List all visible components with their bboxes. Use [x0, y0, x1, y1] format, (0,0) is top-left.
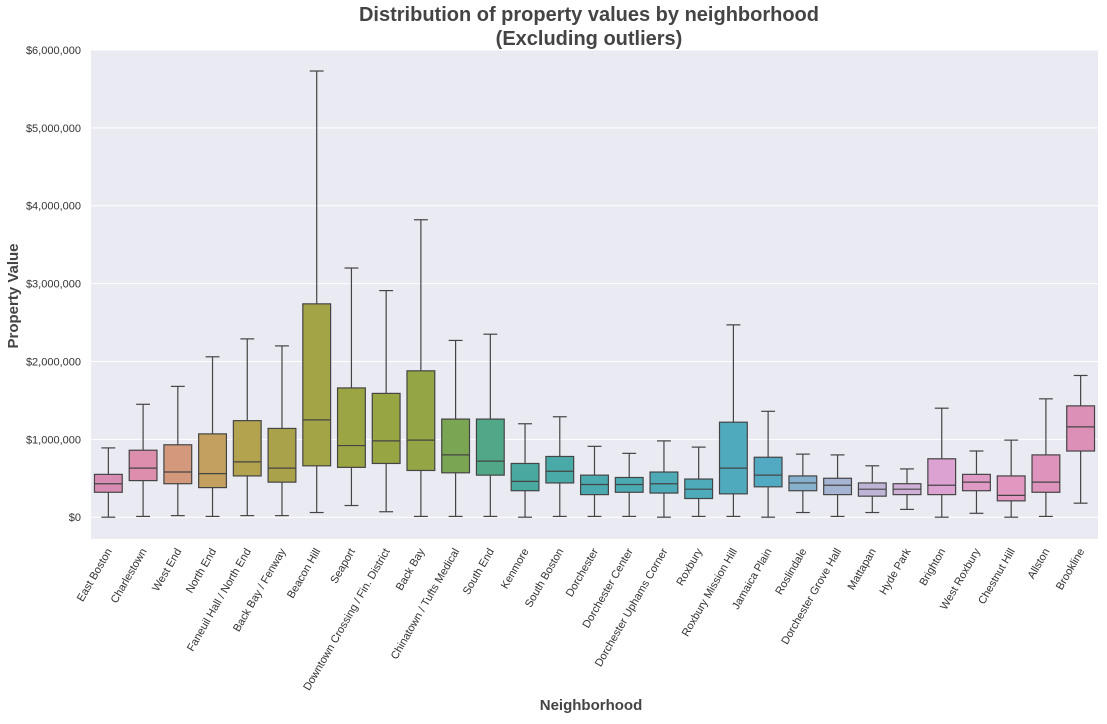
- box-south-end: [475, 333, 505, 518]
- y-tick-label: $6,000,000: [26, 45, 81, 57]
- box-jamaica-plain: [753, 410, 783, 518]
- x-tick-label: Kenmore: [499, 547, 532, 592]
- y-tick-label: $5,000,000: [26, 123, 81, 135]
- x-tick-label: East Boston: [75, 547, 115, 604]
- iqr-box: [996, 475, 1026, 502]
- x-tick-label: South End: [461, 547, 497, 597]
- iqr-box: [718, 421, 748, 495]
- x-tick-label: Chinatown / Tufts Medical: [389, 547, 462, 662]
- x-tick-label: Charlestown: [109, 547, 150, 606]
- box-back-bay-fenway: [267, 345, 297, 517]
- x-tick-label: Dorchester Uphams Corner: [593, 546, 671, 669]
- iqr-box: [545, 455, 575, 484]
- box-dorchester-center: [614, 452, 644, 518]
- box-brookline: [1066, 374, 1096, 504]
- box-dorchester-grove-hall: [823, 454, 853, 518]
- iqr-box: [441, 418, 471, 474]
- iqr-box: [198, 433, 228, 489]
- x-tick-label: Dorchester: [564, 546, 601, 599]
- box-roxbury-mission-hill: [718, 324, 748, 518]
- iqr-box: [267, 427, 297, 483]
- iqr-box: [128, 449, 158, 482]
- box-chinatown-tufts-medical: [441, 339, 471, 518]
- box-hyde-park: [892, 468, 922, 511]
- boxes: [93, 70, 1096, 518]
- y-tick-label: $0: [69, 512, 81, 524]
- box-dorchester-uphams-corner: [649, 440, 679, 518]
- box-back-bay: [406, 219, 436, 518]
- y-tick-label: $3,000,000: [26, 279, 81, 291]
- x-tick-label: North End: [184, 547, 219, 596]
- box-roslindale: [788, 453, 818, 514]
- iqr-box: [232, 420, 262, 477]
- x-tick-label: Back Bay: [394, 546, 428, 593]
- box-east-boston: [93, 447, 123, 518]
- iqr-box: [163, 444, 193, 485]
- x-tick-label: Dorchester Grove Hall: [779, 547, 844, 647]
- box-roxbury: [684, 446, 714, 518]
- x-tick-label: Roslindale: [773, 547, 809, 597]
- y-tick-label: $2,000,000: [26, 356, 81, 368]
- y-tick-label: $1,000,000: [26, 434, 81, 446]
- y-axis-label: Property Value: [5, 243, 22, 348]
- x-tick-label: Hyde Park: [878, 546, 914, 597]
- x-tick-label: Brookline: [1054, 547, 1087, 593]
- box-kenmore: [510, 423, 540, 518]
- x-tick-label: Beacon Hill: [285, 547, 323, 601]
- iqr-box: [1031, 454, 1061, 493]
- box-west-end: [163, 385, 193, 517]
- box-beacon-hill: [302, 70, 332, 514]
- iqr-box: [753, 456, 783, 488]
- chart-subtitle: (Excluding outliers): [496, 28, 683, 50]
- x-tick-label: Chestnut Hill: [976, 547, 1018, 607]
- iqr-box: [1066, 405, 1096, 452]
- x-axis-label: Neighborhood: [540, 697, 642, 714]
- x-tick-label: Brighton: [917, 547, 948, 588]
- iqr-box: [406, 370, 436, 472]
- iqr-box: [336, 387, 366, 468]
- x-tick-label: West End: [150, 547, 184, 594]
- box-south-boston: [545, 416, 575, 518]
- box-west-roxbury: [961, 450, 991, 514]
- x-tick-label: Faneuil Hall / North End: [185, 547, 254, 654]
- box-chestnut-hill: [996, 439, 1026, 518]
- x-tick-label: Roxbury: [674, 546, 705, 588]
- x-tick-label: Allston: [1026, 547, 1053, 582]
- iqr-box: [475, 418, 505, 476]
- y-tick-label: $4,000,000: [26, 201, 81, 213]
- chart-title: Distribution of property values by neigh…: [359, 4, 819, 26]
- box-seaport: [336, 267, 366, 507]
- box-charlestown: [128, 403, 158, 518]
- box-dorchester: [580, 445, 609, 518]
- iqr-box: [302, 303, 332, 467]
- box-mattapan: [857, 465, 887, 514]
- iqr-box: [510, 462, 540, 492]
- x-tick-label: Seaport: [328, 547, 358, 586]
- iqr-box: [371, 392, 401, 465]
- box-allston: [1031, 398, 1061, 518]
- y-axis-ticks: $0 $1,000,000 $2,000,000 $3,000,000 $4,000,0…: [26, 45, 81, 524]
- box-brighton: [927, 407, 957, 518]
- iqr-box: [649, 471, 679, 494]
- iqr-box: [823, 477, 853, 496]
- box-north-end: [198, 356, 228, 518]
- box-faneuil-hall-north-end: [232, 338, 262, 517]
- iqr-box: [927, 458, 957, 496]
- box-downtown-crossing-fin-district: [371, 290, 401, 513]
- x-tick-label: Mattapan: [846, 547, 879, 593]
